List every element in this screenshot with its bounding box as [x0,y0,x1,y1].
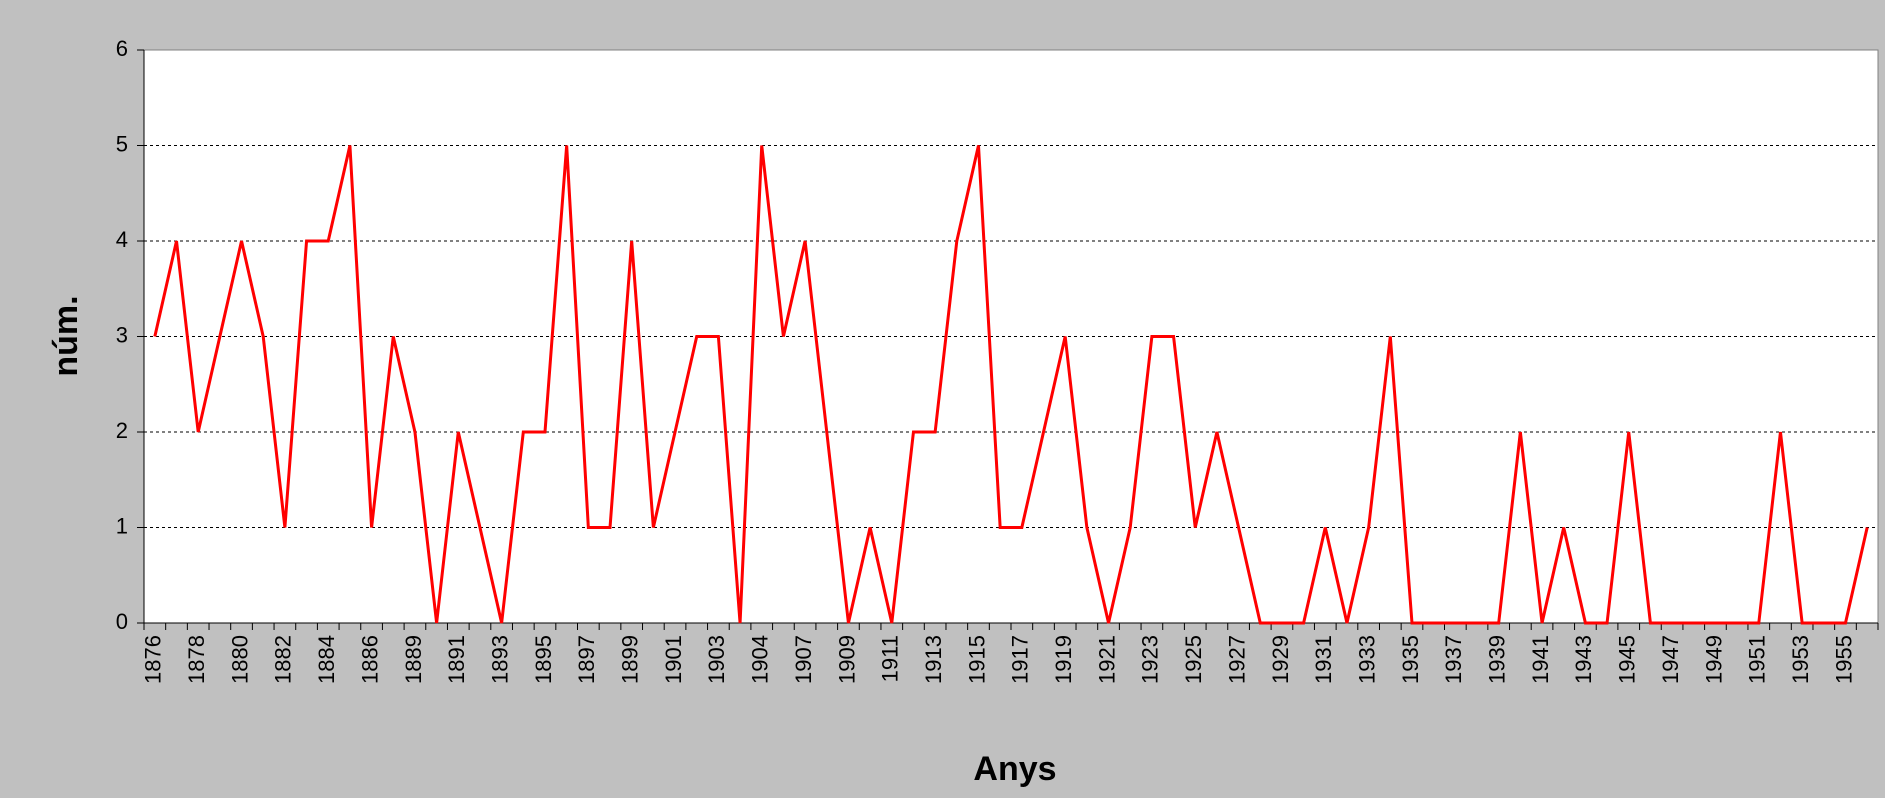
x-tick-label: 1893 [487,635,512,684]
x-tick-label: 1886 [357,635,382,684]
y-tick-label: 5 [116,131,128,156]
x-tick-label: 1925 [1181,635,1206,684]
y-tick-label: 3 [116,322,128,347]
x-tick-label: 1884 [314,635,339,684]
x-tick-label: 1945 [1615,635,1640,684]
x-tick-label: 1927 [1224,635,1249,684]
x-tick-label: 1876 [141,635,166,684]
x-axis-title: Anys [973,750,1056,788]
y-axis-title: núm. [47,295,85,376]
x-tick-label: 1937 [1441,635,1466,684]
x-tick-label: 1939 [1485,635,1510,684]
x-tick-label: 1911 [878,635,903,682]
x-tick-label: 1904 [748,635,773,684]
x-tick-label: 1891 [444,635,469,684]
x-tick-label: 1903 [704,635,729,684]
x-tick-label: 1882 [271,635,296,684]
x-tick-label: 1923 [1138,635,1163,684]
x-tick-label: 1917 [1008,635,1033,684]
x-tick-label: 1949 [1701,635,1726,684]
x-tick-label: 1909 [834,635,859,684]
x-tick-label: 1921 [1094,635,1119,684]
x-tick-label: 1943 [1571,635,1596,684]
y-tick-label: 1 [116,513,128,538]
x-tick-label: 1897 [574,635,599,684]
x-tick-label: 1878 [184,635,209,684]
x-tick-label: 1929 [1268,635,1293,684]
x-tick-label: 1931 [1311,635,1336,684]
y-tick-label: 4 [116,227,128,252]
x-tick-label: 1915 [964,635,989,684]
x-tick-label: 1951 [1745,635,1770,684]
x-tick-label: 1901 [661,635,686,684]
x-tick-label: 1935 [1398,635,1423,684]
y-tick-label: 0 [116,609,128,634]
x-tick-label: 1907 [791,635,816,684]
y-tick-label: 2 [116,418,128,443]
x-tick-label: 1953 [1788,635,1813,684]
x-tick-label: 1955 [1831,635,1856,684]
x-tick-label: 1889 [401,635,426,684]
x-tick-label: 1947 [1658,635,1683,684]
x-tick-label: 1895 [531,635,556,684]
x-tick-label: 1933 [1354,635,1379,684]
x-tick-label: 1880 [227,635,252,684]
y-tick-label: 6 [116,36,128,61]
x-tick-label: 1919 [1051,635,1076,684]
x-tick-label: 1913 [921,635,946,684]
x-tick-label: 1941 [1528,635,1553,684]
x-tick-label: 1899 [618,635,643,684]
data-line [153,145,1869,625]
